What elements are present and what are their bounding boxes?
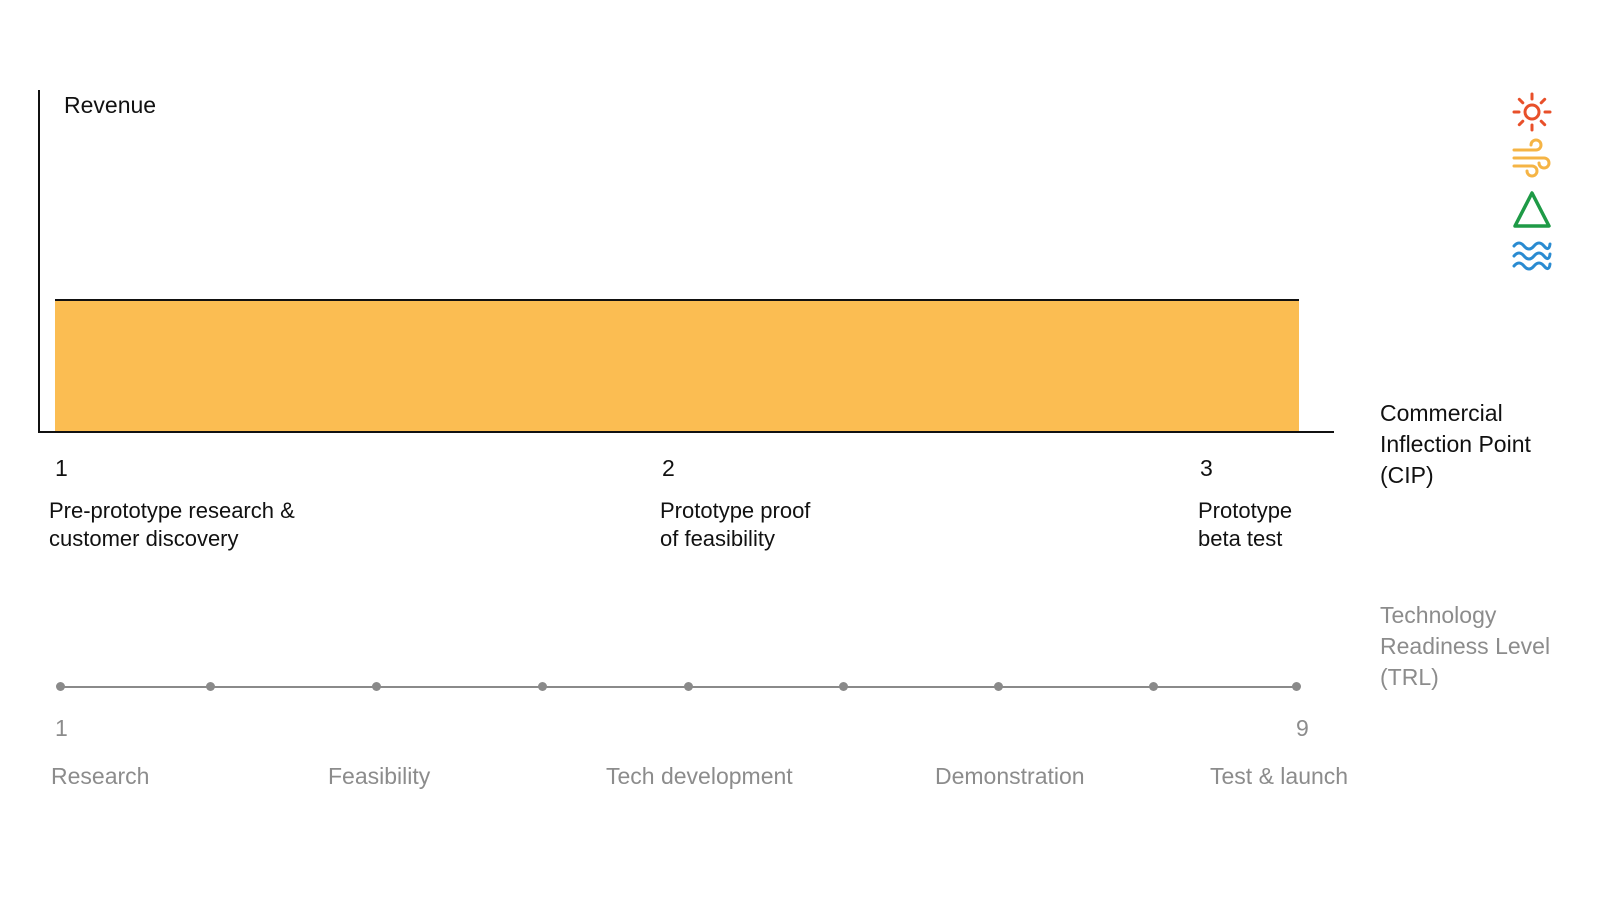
revenue-area: [55, 299, 1299, 431]
water-waves-icon: [1512, 241, 1552, 271]
cip-stage-2-number: 2: [662, 455, 675, 481]
trl-start-label: 1: [55, 715, 68, 741]
trl-title: Technology Readiness Level (TRL): [1380, 602, 1551, 690]
trl-dot-2: [206, 682, 215, 691]
trl-phase-research: Research: [51, 763, 150, 789]
cip-stage-1-number: 1: [55, 455, 68, 481]
trl-dot-1: [56, 682, 65, 691]
cip-stage-2-label: Prototype proof of feasibility: [660, 498, 811, 551]
trl-dot-4: [538, 682, 547, 691]
trl-dot-7: [994, 682, 1003, 691]
cip-x-axis: [38, 431, 1334, 433]
revenue-y-axis: [38, 90, 40, 433]
trl-phase-test-launch: Test & launch: [1210, 763, 1349, 789]
wind-icon: [1512, 138, 1551, 178]
trl-end-label: 9: [1296, 715, 1309, 741]
sun-icon: [1512, 92, 1552, 132]
cip-stage-1-label: Pre-prototype research & customer discov…: [49, 498, 295, 551]
cip-title: Commercial Inflection Point (CIP): [1380, 400, 1531, 488]
trl-phase-tech-development: Tech development: [606, 763, 793, 789]
trl-dot-8: [1149, 682, 1158, 691]
cip-stage-3-label: Prototype beta test: [1198, 498, 1293, 551]
trl-dot-5: [684, 682, 693, 691]
trl-dot-6: [839, 682, 848, 691]
mountain-icon: [1513, 191, 1551, 228]
trl-scale-line: [60, 686, 1296, 688]
trl-phase-feasibility: Feasibility: [328, 763, 431, 789]
revenue-axis-label: Revenue: [64, 92, 157, 118]
trl-dot-3: [372, 682, 381, 691]
cip-stage-3-number: 3: [1200, 455, 1213, 481]
trl-dot-9: [1292, 682, 1301, 691]
trl-phase-demonstration: Demonstration: [935, 763, 1085, 789]
